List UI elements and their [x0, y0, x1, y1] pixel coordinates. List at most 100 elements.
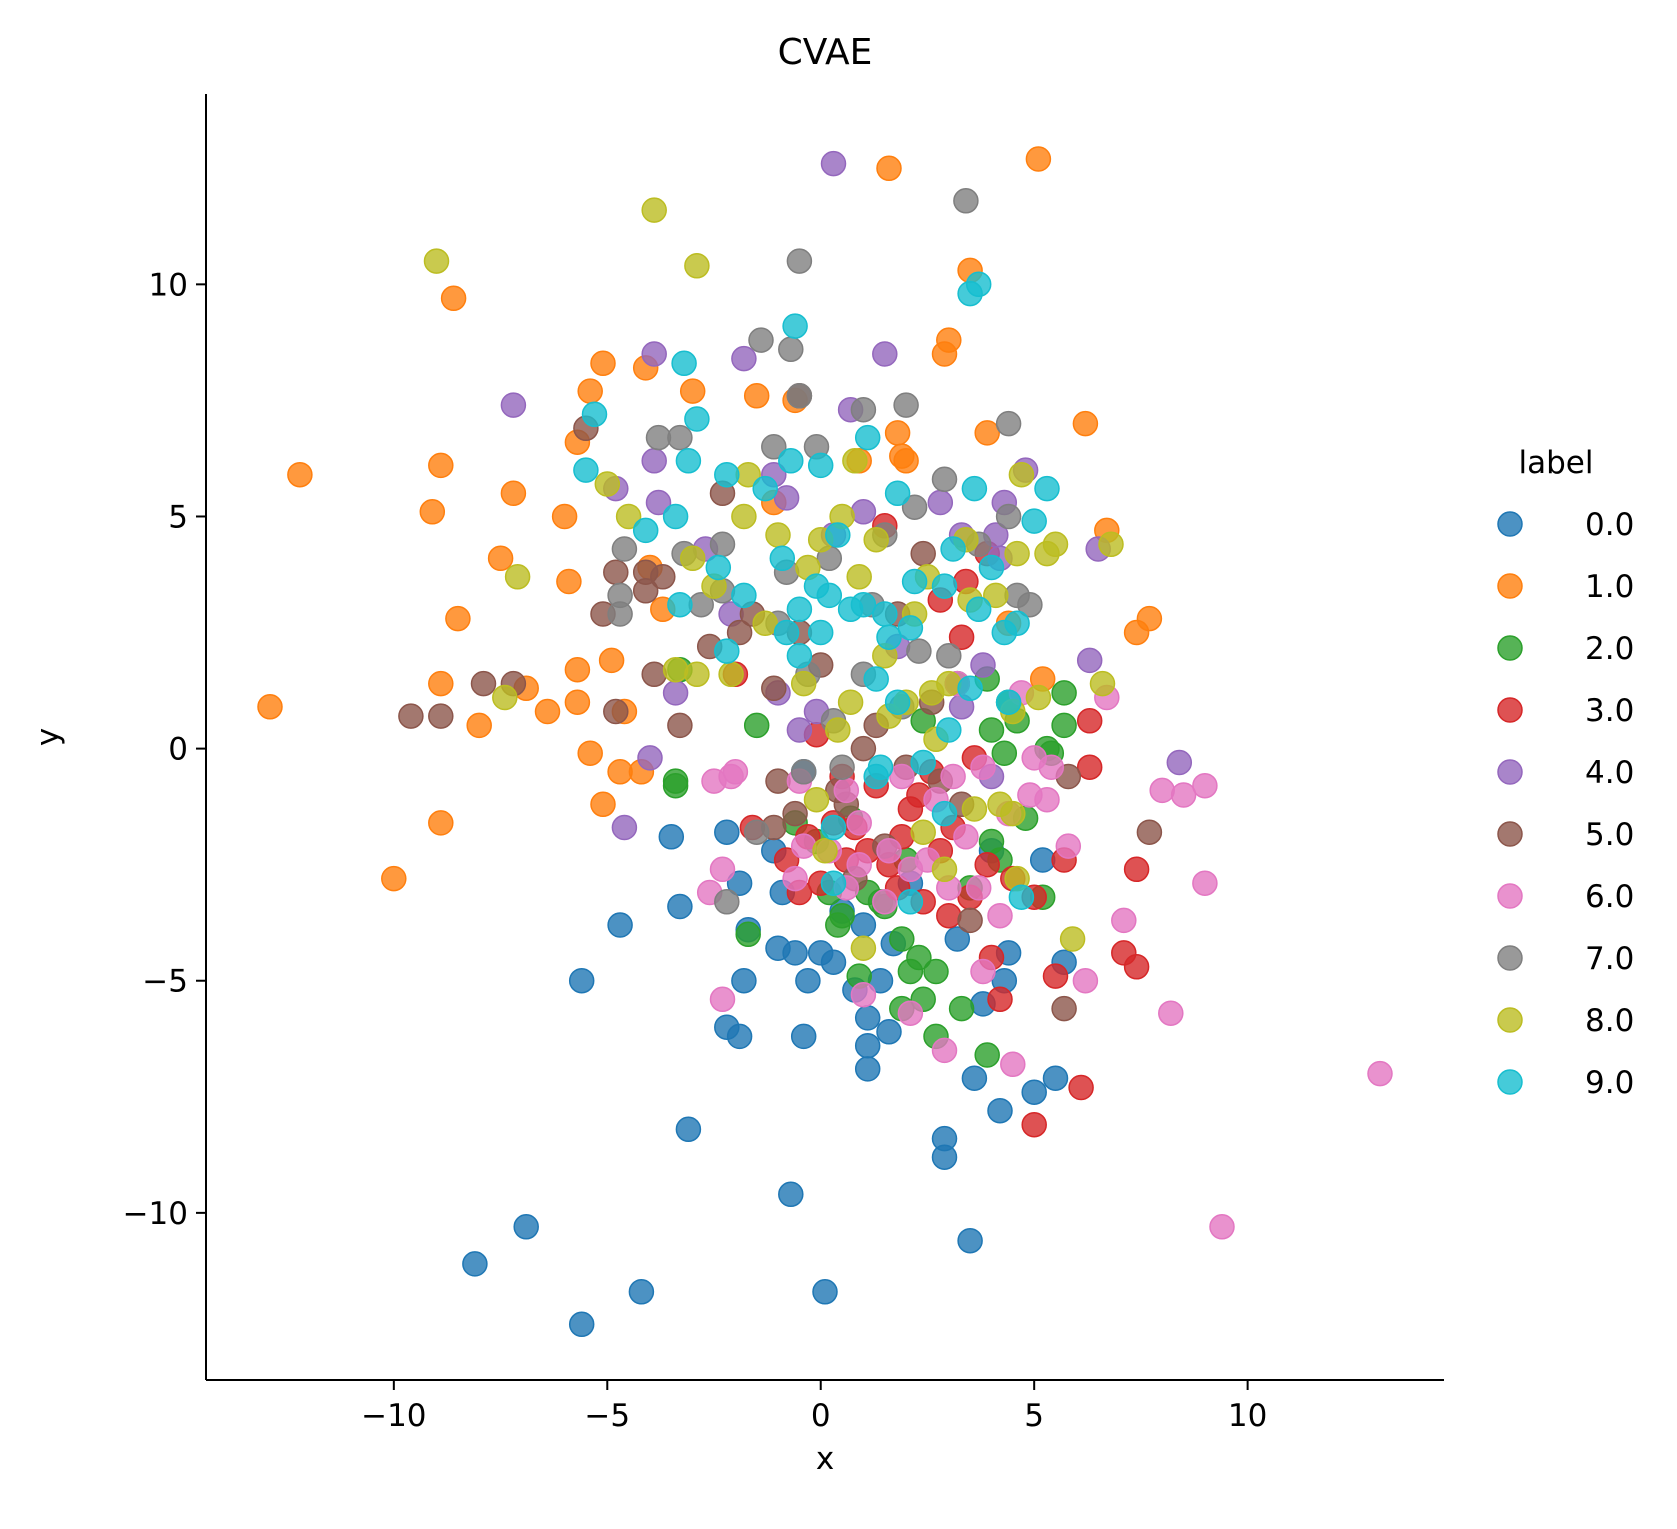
- data-point-0.0-7: [675, 1116, 702, 1143]
- data-point-9.0-52: [825, 522, 851, 548]
- data-point-9.0-53: [901, 568, 928, 595]
- legend-marker: [1497, 573, 1523, 599]
- data-point-6.0-24: [846, 851, 872, 878]
- legend-item-3.0: 3.0: [1497, 693, 1634, 729]
- data-point-8.0-43: [765, 522, 791, 548]
- legend-label: 4.0: [1585, 755, 1634, 791]
- legend-label: 1.0: [1585, 569, 1634, 605]
- data-point-5.0-34: [850, 735, 877, 762]
- data-point-8.0-27: [812, 837, 838, 864]
- data-point-4.0-13: [1076, 647, 1103, 674]
- series-1.0: [257, 146, 1163, 892]
- legend-item-7.0: 7.0: [1497, 941, 1634, 977]
- data-point-7.0-8: [645, 424, 672, 451]
- data-point-3.0-28: [948, 624, 975, 650]
- data-point-9.0-11: [752, 475, 778, 502]
- data-point-6.0-8: [1072, 967, 1099, 994]
- data-point-9.0-3: [671, 350, 697, 377]
- data-point-1.0-22: [551, 503, 578, 530]
- data-point-8.0-2: [684, 253, 710, 279]
- y-ticks: −10 −5 0 5 10: [123, 267, 206, 1232]
- data-point-7.0-1: [786, 248, 813, 274]
- data-point-9.0-46: [931, 800, 958, 827]
- data-point-9.0-32: [940, 536, 966, 562]
- data-point-0.0-28: [607, 912, 633, 938]
- data-point-1.0-20: [500, 480, 527, 507]
- data-point-2.0-28: [991, 740, 1018, 766]
- data-point-8.0-45: [863, 526, 889, 553]
- data-point-1.0-19: [428, 452, 454, 479]
- data-point-9.0-19: [705, 554, 732, 581]
- data-point-0.0-32: [782, 940, 808, 966]
- data-point-8.0-17: [1098, 531, 1124, 558]
- legend-marker: [1497, 821, 1523, 847]
- legend-label: 0.0: [1585, 507, 1634, 543]
- y-tick-label: 0: [168, 732, 188, 768]
- legend-label: 9.0: [1585, 1065, 1634, 1101]
- data-point-6.0-18: [709, 986, 736, 1013]
- data-point-1.0-30: [1136, 605, 1163, 632]
- data-point-0.0-4: [513, 1214, 539, 1240]
- data-point-2.0-0: [743, 712, 770, 739]
- data-point-1.0-5: [931, 341, 958, 367]
- data-point-0.0-35: [944, 926, 971, 952]
- data-point-5.0-27: [1051, 995, 1077, 1022]
- data-point-9.0-47: [995, 689, 1022, 715]
- data-point-1.0-43: [428, 810, 454, 836]
- data-point-5.0-11: [398, 703, 424, 729]
- series-9.0: [573, 271, 1060, 915]
- data-point-3.0-3: [1111, 940, 1137, 966]
- legend-marker: [1497, 511, 1523, 537]
- legend-item-4.0: 4.0: [1497, 755, 1634, 791]
- data-point-2.0-38: [978, 717, 1005, 743]
- data-point-0.0-5: [957, 1227, 983, 1254]
- data-point-9.0-55: [876, 624, 902, 650]
- data-point-7.0-13: [709, 531, 736, 558]
- x-tick-label: 10: [1228, 1398, 1267, 1434]
- data-point-0.0-18: [854, 1032, 881, 1059]
- data-point-1.0-32: [428, 670, 454, 697]
- data-point-6.0-3: [1192, 870, 1218, 896]
- data-point-8.0-0: [641, 197, 667, 223]
- data-point-6.0-40: [1021, 745, 1047, 771]
- legend-marker: [1497, 1069, 1523, 1095]
- data-point-1.0-42: [590, 791, 616, 818]
- data-point-9.0-36: [884, 689, 911, 715]
- data-point-7.0-20: [714, 889, 740, 915]
- data-point-3.0-1: [1068, 1074, 1094, 1101]
- data-point-9.0-9: [675, 448, 702, 474]
- data-point-4.0-8: [645, 489, 672, 516]
- data-point-0.0-38: [714, 819, 740, 845]
- data-point-6.0-2: [1158, 1000, 1184, 1026]
- data-point-6.0-34: [889, 763, 915, 790]
- legend-label: 8.0: [1585, 1003, 1634, 1039]
- data-point-1.0-1: [876, 155, 902, 182]
- data-point-1.0-45: [564, 689, 591, 715]
- data-point-5.0-6: [641, 661, 667, 688]
- data-point-8.0-50: [731, 503, 757, 530]
- data-point-8.0-32: [825, 717, 851, 743]
- data-point-8.0-1: [423, 248, 450, 274]
- data-point-7.0-3: [778, 336, 804, 363]
- data-point-8.0-48: [837, 689, 864, 715]
- data-point-5.0-3: [650, 564, 676, 590]
- data-point-0.0-29: [667, 893, 693, 920]
- data-point-5.0-7: [667, 712, 693, 739]
- data-point-7.0-22: [790, 759, 817, 785]
- data-point-0.0-20: [568, 967, 595, 994]
- data-point-0.0-46: [726, 870, 753, 896]
- legend-marker: [1497, 883, 1523, 909]
- data-point-5.0-17: [765, 768, 791, 794]
- data-point-5.0-8: [470, 670, 497, 697]
- data-point-1.0-40: [607, 759, 633, 785]
- data-point-4.0-19: [611, 814, 638, 841]
- data-point-9.0-6: [854, 424, 881, 451]
- data-point-7.0-37: [829, 754, 855, 780]
- legend-label: 2.0: [1585, 631, 1634, 667]
- data-point-8.0-25: [850, 935, 877, 961]
- axes-layer: [205, 94, 1444, 1381]
- data-point-6.0-7: [1111, 907, 1137, 934]
- data-point-8.0-34: [752, 610, 778, 637]
- data-point-7.0-5: [850, 396, 877, 423]
